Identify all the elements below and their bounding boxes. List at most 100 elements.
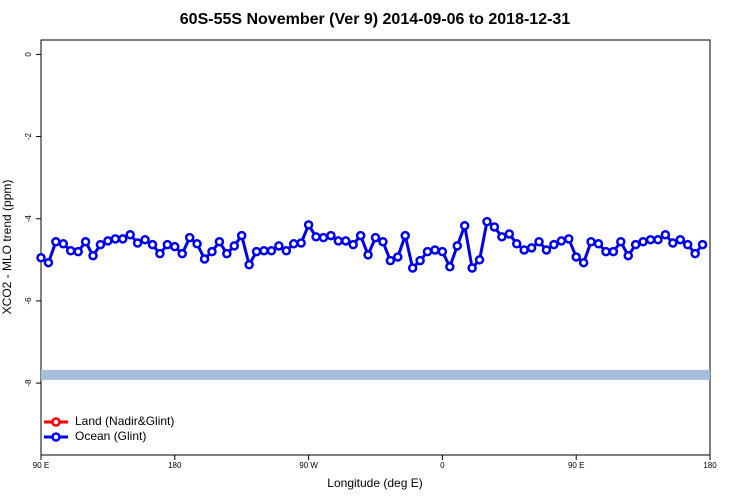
data-point	[192, 239, 202, 249]
data-point	[474, 255, 485, 265]
data-point	[281, 246, 292, 256]
data-point	[266, 246, 277, 256]
data-point	[422, 246, 433, 257]
data-point	[236, 230, 247, 241]
data-point	[214, 236, 225, 247]
data-point	[318, 232, 329, 243]
data-point	[348, 239, 358, 250]
data-point	[556, 236, 567, 246]
x-axis-label: Longitude (deg E)	[327, 476, 422, 490]
data-point	[467, 263, 477, 273]
legend-label: Land (Nadir&Glint)	[75, 414, 174, 428]
data-point	[541, 245, 552, 255]
data-point	[526, 243, 537, 253]
data-point	[452, 241, 463, 251]
data-point	[385, 255, 396, 266]
y-tick-label: -6	[24, 297, 33, 305]
y-tick-label: 0	[24, 52, 33, 57]
data-point	[259, 246, 269, 256]
data-point	[51, 236, 61, 247]
x-tick-label: 180	[168, 461, 182, 470]
data-point	[43, 257, 54, 268]
data-point	[177, 248, 187, 259]
plot-frame	[40, 39, 711, 456]
data-point	[400, 230, 410, 241]
data-point	[638, 236, 648, 247]
data-point	[341, 236, 351, 246]
data-point	[110, 234, 121, 244]
y-axis-label: XCO2 - MLO trend (ppm)	[0, 180, 14, 315]
data-point	[415, 255, 425, 266]
x-tick-label: 90 E	[33, 461, 49, 470]
x-tick-label: 90 W	[299, 461, 318, 470]
data-point	[430, 245, 440, 255]
data-point	[333, 236, 344, 246]
y-tick-label: -2	[24, 132, 33, 140]
data-point	[88, 250, 98, 261]
data-point	[564, 234, 574, 244]
data-point	[511, 239, 522, 249]
data-point	[36, 253, 46, 263]
data-point	[199, 254, 210, 264]
data-point	[668, 238, 678, 248]
data-point	[229, 241, 240, 251]
data-point	[645, 234, 656, 245]
data-point	[482, 216, 492, 227]
data-point	[489, 222, 500, 232]
data-point	[593, 239, 604, 249]
data-point	[393, 252, 403, 262]
data-point	[578, 257, 589, 268]
data-point	[80, 236, 91, 247]
data-point	[58, 239, 69, 249]
reference-band	[41, 369, 710, 380]
data-point	[378, 236, 388, 247]
data-point	[623, 250, 633, 261]
data-point	[155, 248, 165, 259]
data-point	[682, 239, 693, 250]
data-point	[608, 246, 619, 257]
data-point	[660, 230, 671, 240]
data-point	[363, 250, 373, 260]
data-point	[125, 230, 135, 240]
data-point	[251, 246, 262, 257]
data-point	[519, 245, 529, 255]
data-point	[407, 263, 418, 273]
data-point	[586, 236, 596, 247]
data-point	[697, 239, 708, 250]
data-point	[497, 232, 507, 242]
data-point	[311, 232, 321, 242]
data-point	[571, 252, 581, 262]
data-point	[690, 248, 700, 259]
legend-label: Ocean (Glint)	[75, 429, 146, 443]
data-point	[207, 246, 217, 257]
data-point	[459, 220, 470, 231]
data-point	[73, 246, 83, 257]
data-point	[244, 260, 254, 270]
data-point	[222, 248, 232, 259]
data-point	[437, 246, 448, 257]
data-point	[274, 241, 284, 251]
legend-marker	[51, 417, 61, 427]
legend-marker	[51, 432, 61, 442]
y-tick-label: -8	[24, 379, 33, 387]
data-point	[630, 239, 641, 250]
data-point	[653, 234, 663, 245]
data-point	[445, 262, 455, 272]
data-point	[288, 239, 299, 249]
data-point	[162, 239, 173, 250]
data-point	[140, 234, 150, 245]
x-tick-label: 180	[703, 461, 717, 470]
data-point	[549, 239, 559, 250]
data-point	[170, 241, 180, 252]
data-point	[534, 236, 544, 247]
data-point	[303, 220, 314, 230]
data-point	[601, 246, 611, 257]
data-point	[296, 238, 306, 248]
x-tick-label: 90 E	[568, 461, 584, 470]
data-point	[132, 238, 143, 248]
data-point	[370, 232, 381, 243]
data-point	[184, 232, 195, 243]
data-point	[103, 236, 113, 246]
y-tick-label: -4	[24, 215, 33, 223]
